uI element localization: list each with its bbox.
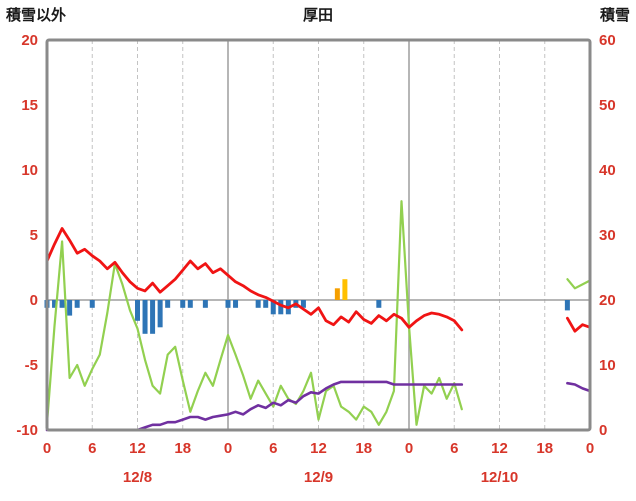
chart-title: 厚田	[302, 7, 334, 24]
snowfall-orange-bar	[334, 288, 340, 300]
x-axis-tick-label: 12	[129, 440, 146, 457]
x-axis-tick-label: 12	[310, 440, 327, 457]
precipitation-bar	[187, 300, 193, 308]
left-axis-tick-label: 20	[21, 32, 38, 49]
precipitation-bar	[564, 300, 570, 311]
precipitation-bar	[233, 300, 239, 308]
right-axis-tick-label: 10	[599, 357, 616, 374]
right-axis-tick-label: 0	[599, 422, 607, 439]
x-axis-tick-label: 0	[224, 440, 232, 457]
left-axis-tick-label: 15	[21, 97, 38, 114]
precipitation-bar	[376, 300, 382, 308]
x-axis-tick-label: 6	[269, 440, 277, 457]
right-axis-tick-label: 50	[599, 97, 616, 114]
precipitation-bar	[89, 300, 95, 308]
plot-border	[45, 38, 592, 432]
left-axis-tick-label: 5	[30, 227, 38, 244]
x-axis-tick-label: 18	[174, 440, 191, 457]
left-axis-tick-label: -10	[16, 422, 38, 439]
snow-depth-line	[45, 380, 464, 432]
right-axis-title: 積雪	[599, 7, 630, 24]
precipitation-bar	[67, 300, 73, 316]
precipitation-bar	[270, 300, 276, 315]
precipitation-bar	[225, 300, 231, 308]
precipitation-bar	[165, 300, 171, 308]
wind-line	[45, 200, 463, 426]
x-axis-tick-label: 0	[43, 440, 51, 457]
temperature-line	[45, 227, 464, 332]
precipitation-bar	[300, 300, 306, 308]
precipitation-bar	[142, 300, 148, 334]
right-axis-tick-label: 20	[599, 292, 616, 309]
precipitation-bar	[52, 300, 58, 308]
left-axis-title: 積雪以外	[6, 7, 67, 24]
wind-line	[566, 278, 592, 290]
temperature-line	[566, 316, 592, 333]
precipitation-bar	[135, 300, 140, 321]
x-axis-tick-label: 6	[450, 440, 458, 457]
right-axis-tick-label: 30	[599, 227, 616, 244]
right-axis-tick-label: 60	[599, 32, 616, 49]
snow-depth-line	[566, 381, 592, 393]
right-axis-tick-label: 40	[599, 162, 616, 179]
date-label: 12/10	[481, 469, 519, 486]
precipitation-bar	[150, 300, 156, 334]
precipitation-bar	[157, 300, 163, 328]
precipitation-bar	[202, 300, 208, 308]
x-axis-tick-label: 18	[355, 440, 372, 457]
left-axis-tick-label: -5	[25, 357, 38, 374]
date-label: 12/9	[304, 469, 333, 486]
x-axis-tick-label: 6	[88, 440, 96, 457]
precipitation-bar	[255, 300, 261, 308]
snowfall-yellow-bar	[342, 279, 348, 300]
x-axis-tick-label: 0	[405, 440, 413, 457]
x-axis-tick-label: 12	[491, 440, 508, 457]
date-label: 12/8	[123, 469, 152, 486]
precipitation-bar	[263, 300, 269, 308]
x-axis-tick-label: 18	[536, 440, 553, 457]
x-axis-tick-label: 0	[586, 440, 594, 457]
precipitation-bar	[180, 300, 186, 308]
precipitation-bar	[278, 300, 284, 315]
precipitation-bar	[59, 300, 65, 308]
left-axis-tick-label: 0	[30, 292, 38, 309]
precipitation-bar	[74, 300, 80, 308]
left-axis-tick-label: 10	[21, 162, 38, 179]
